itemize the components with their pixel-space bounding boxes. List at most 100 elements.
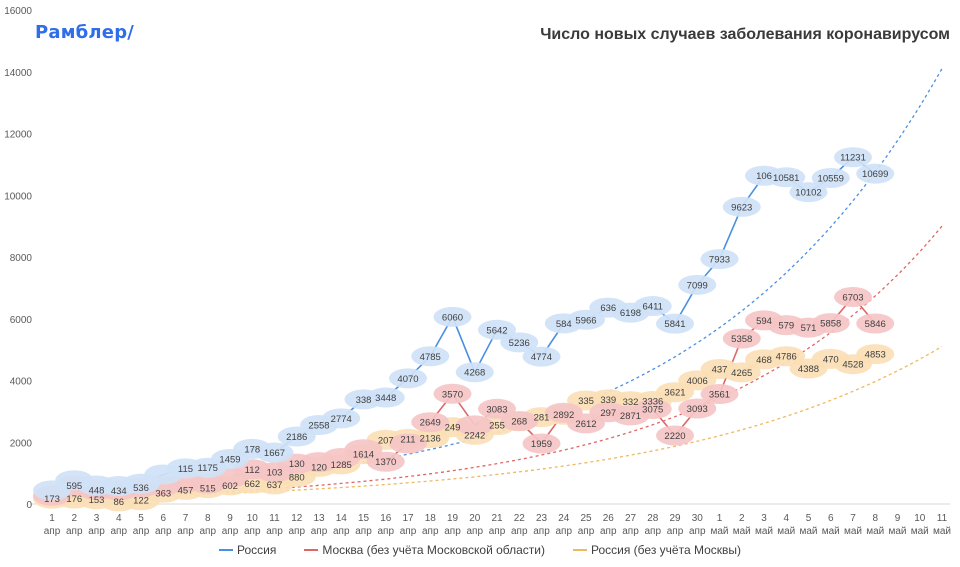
data-label: 338 — [356, 395, 372, 406]
data-point-bubble — [322, 408, 361, 429]
x-tick-day: 10 — [247, 513, 259, 524]
data-point-bubble — [522, 433, 561, 454]
data-label: 176 — [66, 494, 82, 505]
data-point-bubble — [633, 296, 672, 317]
data-label: 595 — [66, 481, 82, 492]
data-label: 4388 — [798, 364, 819, 375]
data-label: 5642 — [486, 325, 507, 336]
data-label: 584 — [556, 319, 572, 330]
data-label: 2649 — [420, 418, 441, 429]
data-label: 3075 — [642, 405, 663, 416]
legend-label-russia-without-moscow: Россия (без учёта Москвы) — [591, 543, 742, 557]
data-label: 297 — [600, 408, 616, 419]
x-tick-day: 26 — [603, 513, 615, 524]
data-label: 4265 — [731, 368, 752, 379]
data-label: 437 — [712, 365, 728, 376]
x-tick-day: 6 — [160, 513, 166, 524]
legend-item-russia: Россия — [218, 543, 276, 557]
x-tick-day: 18 — [425, 513, 437, 524]
data-label: 335 — [578, 396, 594, 407]
data-label: 6703 — [842, 293, 863, 304]
x-tick-month: апр — [177, 526, 194, 537]
data-label: 594 — [756, 316, 772, 327]
data-label: 4774 — [531, 352, 552, 363]
x-tick-month: май — [777, 526, 795, 537]
x-tick-day: 29 — [669, 513, 681, 524]
data-label: 448 — [89, 486, 105, 497]
x-tick-month: май — [888, 526, 906, 537]
data-point-bubble — [455, 415, 494, 436]
data-point-bubble — [500, 332, 539, 353]
x-tick-month: апр — [466, 526, 483, 537]
y-tick-label: 16000 — [4, 6, 32, 17]
x-tick-month: апр — [511, 526, 528, 537]
data-label: 662 — [244, 479, 260, 490]
data-label: 6060 — [442, 312, 463, 323]
data-label: 2871 — [620, 411, 641, 422]
y-tick-label: 4000 — [10, 377, 33, 388]
data-point-bubble — [656, 425, 694, 446]
data-label: 153 — [89, 495, 105, 506]
x-tick-month: май — [799, 526, 817, 537]
legend-item-russia-without-moscow: Россия (без учёта Москвы) — [573, 543, 741, 557]
data-point-bubble — [811, 313, 850, 334]
data-label: 2892 — [553, 410, 574, 421]
x-tick-day: 9 — [227, 513, 233, 524]
data-label: 10102 — [795, 188, 821, 199]
legend: Россия Москва (без учёта Московской обла… — [0, 543, 960, 557]
legend-swatch-russia — [218, 549, 233, 551]
x-tick-month: апр — [667, 526, 684, 537]
x-tick-day: 5 — [806, 513, 812, 524]
data-label: 2558 — [308, 421, 329, 432]
data-label: 2136 — [420, 434, 441, 445]
x-tick-day: 14 — [336, 513, 348, 524]
data-point-bubble — [856, 344, 895, 365]
data-label: 4070 — [397, 374, 418, 385]
data-label: 468 — [756, 355, 772, 366]
x-tick-day: 27 — [625, 513, 637, 524]
y-tick-label: 2000 — [10, 438, 33, 449]
data-point-bubble — [411, 412, 450, 433]
legend-item-moscow: Москва (без учёта Московской области) — [304, 543, 545, 557]
data-point-bubble — [678, 274, 717, 295]
data-label: 3570 — [442, 389, 463, 400]
x-tick-month: апр — [133, 526, 150, 537]
x-tick-day: 11 — [937, 513, 948, 524]
data-label: 2220 — [664, 431, 685, 442]
data-label: 281 — [534, 413, 550, 424]
data-point-bubble — [411, 346, 450, 367]
data-label: 4528 — [842, 360, 863, 371]
x-tick-month: апр — [400, 526, 417, 537]
x-tick-day: 2 — [71, 513, 77, 524]
x-tick-day: 21 — [491, 513, 503, 524]
x-tick-day: 23 — [536, 513, 548, 524]
data-label: 7933 — [709, 255, 730, 266]
data-point-bubble — [856, 163, 895, 184]
data-label: 9623 — [731, 202, 752, 213]
data-label: 880 — [289, 472, 305, 483]
data-point-bubble — [767, 167, 806, 188]
data-label: 7099 — [687, 280, 708, 291]
data-point-bubble — [366, 387, 405, 408]
x-tick-day: 17 — [402, 513, 414, 524]
x-tick-day: 1 — [717, 513, 723, 524]
data-point-bubble — [722, 362, 761, 383]
data-label: 103 — [267, 468, 283, 479]
x-tick-month: май — [822, 526, 840, 537]
data-label: 470 — [823, 354, 839, 365]
x-tick-day: 5 — [138, 513, 144, 524]
x-tick-month: май — [933, 526, 951, 537]
x-tick-day: 1 — [49, 513, 55, 524]
data-label: 1285 — [331, 460, 352, 471]
x-tick-day: 2 — [739, 513, 745, 524]
data-point-bubble — [455, 362, 494, 383]
data-label: 2186 — [286, 432, 307, 443]
x-tick-month: май — [755, 526, 773, 537]
data-label: 637 — [267, 480, 283, 491]
data-label: 130 — [289, 459, 305, 470]
x-tick-day: 15 — [358, 513, 370, 524]
data-label: 178 — [244, 444, 260, 455]
x-tick-day: 10 — [914, 513, 926, 524]
data-label: 4853 — [865, 350, 886, 361]
